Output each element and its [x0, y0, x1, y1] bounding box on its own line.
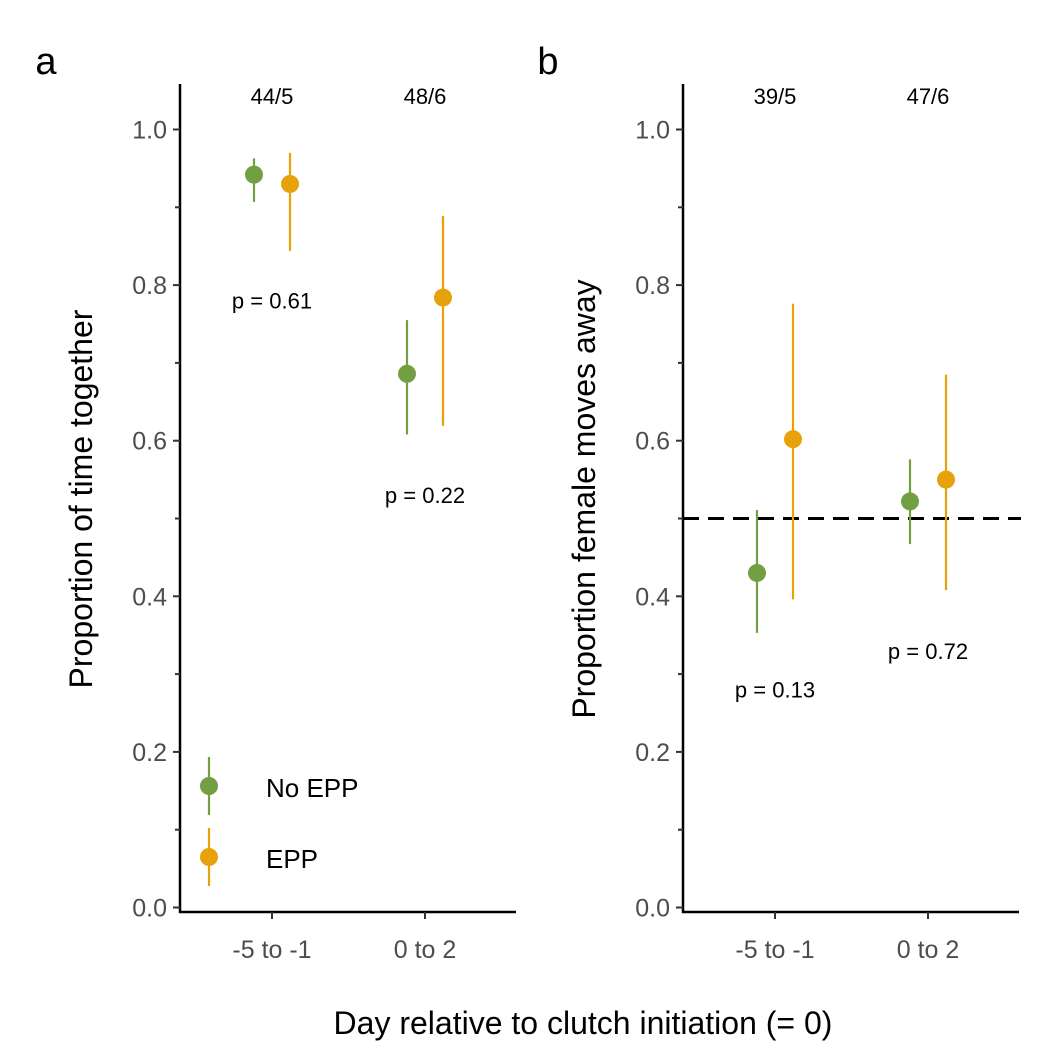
- legend-label: No EPP: [266, 773, 359, 803]
- legend-key-point: [200, 848, 218, 866]
- y-tick-label: 0.2: [635, 739, 670, 767]
- sample-size-label: 39/5: [754, 84, 797, 109]
- data-point: [281, 174, 299, 193]
- y-tick-label: 1.0: [635, 117, 670, 145]
- y-tick-label: 0.8: [635, 272, 670, 300]
- legend: No EPP EPP: [200, 757, 359, 886]
- y-axis-title: Proportion of time together: [63, 309, 99, 688]
- y-tick-label: 0.4: [635, 583, 670, 611]
- data-point: [784, 430, 802, 449]
- sample-size-label: 48/6: [404, 84, 447, 109]
- panel-b: b 0.0 0.2 0.4 0.6 0.8 1.0 -5 to -1 39/5 0 to 2 47/…: [537, 41, 1021, 964]
- legend-label: EPP: [266, 844, 318, 874]
- sample-size-label: 44/5: [251, 84, 294, 109]
- p-value-label: p = 0.72: [888, 639, 968, 664]
- y-tick-label: 0.4: [132, 583, 167, 611]
- x-tick-label: 0 to 2: [394, 936, 457, 964]
- legend-key-point: [200, 777, 218, 795]
- p-value-label: p = 0.61: [232, 289, 312, 314]
- p-value-label: p = 0.22: [385, 483, 465, 508]
- sample-size-label: 47/6: [907, 84, 950, 109]
- panel-letter-b: b: [537, 41, 558, 83]
- data-point: [901, 492, 919, 511]
- y-tick-label: 1.0: [132, 117, 167, 145]
- y-tick-label: 0.0: [132, 895, 167, 923]
- panel-letter-a: a: [35, 41, 57, 83]
- y-axis-title: Proportion female moves away: [566, 279, 602, 718]
- data-point: [434, 288, 452, 307]
- y-tick-label: 0.6: [635, 428, 670, 456]
- p-value-label: p = 0.13: [735, 678, 815, 703]
- x-tick-label: -5 to -1: [735, 936, 814, 964]
- x-tick-label: 0 to 2: [897, 936, 960, 964]
- panel-a: a 0.0 0.2 0.4 0.6 0.8 1.0 -5 to -1 44/5 0 to 2 48/…: [35, 41, 516, 964]
- data-point: [245, 165, 263, 184]
- y-tick-label: 0.0: [635, 895, 670, 923]
- x-axis-title: Day relative to clutch initiation (= 0): [334, 1005, 833, 1041]
- y-tick-label: 0.2: [132, 739, 167, 767]
- y-tick-label: 0.8: [132, 272, 167, 300]
- data-point: [748, 563, 766, 582]
- data-point: [937, 470, 955, 489]
- x-tick-label: -5 to -1: [232, 936, 311, 964]
- data-point: [398, 364, 416, 383]
- y-tick-label: 0.6: [132, 428, 167, 456]
